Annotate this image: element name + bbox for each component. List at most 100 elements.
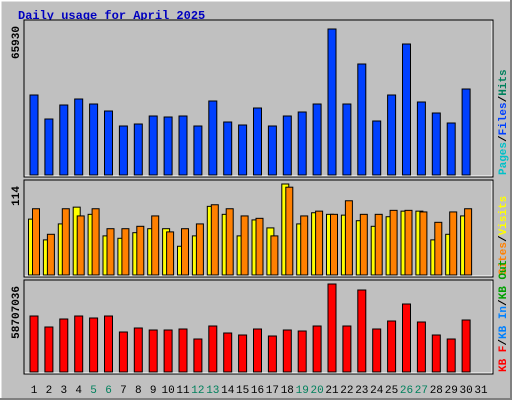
x-tick-label: 24	[370, 385, 384, 397]
bar	[449, 211, 458, 276]
y-tick-label: 65930	[11, 26, 23, 59]
x-tick-label: 10	[161, 385, 174, 397]
x-tick-label: 7	[120, 385, 127, 397]
bar	[402, 43, 411, 176]
bar	[59, 104, 69, 176]
x-tick-label: 28	[430, 385, 443, 397]
bar	[404, 209, 413, 276]
bar	[359, 213, 368, 276]
bar	[193, 125, 203, 176]
x-tick-label: 30	[459, 385, 472, 397]
legend-separator: /	[498, 299, 510, 306]
y-tick-label: 114	[11, 186, 23, 206]
x-tick-label: 5	[90, 385, 97, 397]
legend: Sites/Visits	[498, 196, 510, 275]
bar	[29, 315, 39, 373]
bar	[402, 303, 411, 373]
plot-area	[23, 19, 494, 178]
bar	[327, 283, 337, 373]
bar	[372, 120, 382, 176]
x-tick-label: 23	[355, 385, 368, 397]
x-tick-label: 14	[221, 385, 235, 397]
x-tick-label: 9	[150, 385, 157, 397]
bar	[253, 328, 262, 373]
bar	[74, 98, 84, 176]
bar	[210, 204, 219, 276]
bar	[372, 328, 382, 373]
bar	[461, 88, 471, 176]
x-tick-label: 25	[385, 385, 398, 397]
bar	[357, 63, 367, 176]
legend-entry: KB In	[498, 306, 510, 339]
bar	[29, 94, 39, 176]
bar	[267, 125, 277, 176]
bar	[297, 111, 307, 176]
x-tick-label: 29	[445, 385, 458, 397]
bar	[118, 125, 128, 176]
bar	[76, 215, 85, 276]
bar	[282, 329, 292, 373]
bar	[300, 215, 309, 276]
bar	[178, 115, 188, 176]
bar	[267, 335, 277, 373]
bar	[133, 123, 143, 176]
bar	[118, 331, 128, 373]
bar	[195, 223, 204, 276]
bar	[446, 122, 456, 176]
bar	[223, 332, 233, 373]
bar	[32, 208, 40, 276]
x-tick-label: 20	[310, 385, 323, 397]
x-tick-label: 17	[266, 385, 279, 397]
legend-separator: /	[498, 95, 510, 102]
bar	[104, 315, 113, 373]
x-tick-label: 15	[236, 385, 249, 397]
x-tick-label: 19	[296, 385, 309, 397]
bar	[374, 213, 383, 276]
bar	[282, 115, 292, 176]
bar	[255, 217, 264, 276]
bar	[193, 338, 203, 373]
bar	[136, 225, 145, 276]
bar	[208, 325, 218, 373]
bar	[315, 210, 324, 276]
x-tick-label: 31	[474, 385, 488, 397]
x-tick-label: 1	[31, 385, 38, 397]
bar	[59, 318, 69, 373]
bar	[431, 112, 441, 176]
bar	[387, 320, 397, 373]
legend-entry: Pages	[498, 142, 510, 175]
bar	[342, 103, 352, 176]
x-tick-label: 2	[46, 385, 53, 397]
bar	[416, 321, 426, 373]
bar	[163, 329, 173, 373]
y-tick-label: 58707036	[11, 286, 23, 339]
bar	[106, 228, 115, 276]
bar	[342, 325, 352, 373]
bar	[151, 215, 160, 276]
bar	[330, 213, 338, 276]
bar	[434, 221, 443, 276]
bar	[133, 327, 143, 373]
bar	[238, 124, 248, 176]
x-tick-label: 8	[135, 385, 142, 397]
bar	[431, 334, 441, 373]
bar	[61, 208, 70, 276]
bar	[148, 115, 158, 176]
x-tick-label: 22	[340, 385, 353, 397]
bar	[461, 319, 471, 373]
legend-entry: Files	[498, 102, 510, 135]
x-tick-label: 12	[191, 385, 204, 397]
legend-entry: KB Out	[498, 260, 510, 300]
legend-entry: KB F	[498, 346, 510, 372]
x-tick-label: 6	[105, 385, 112, 397]
legend-separator: /	[498, 235, 510, 242]
bar	[344, 200, 353, 276]
bar	[74, 315, 84, 373]
bar	[285, 186, 294, 276]
bar	[312, 103, 322, 176]
bar	[89, 317, 99, 373]
legend: KB F/KB In/KB Out	[498, 260, 510, 372]
legend-separator: /	[498, 135, 510, 142]
